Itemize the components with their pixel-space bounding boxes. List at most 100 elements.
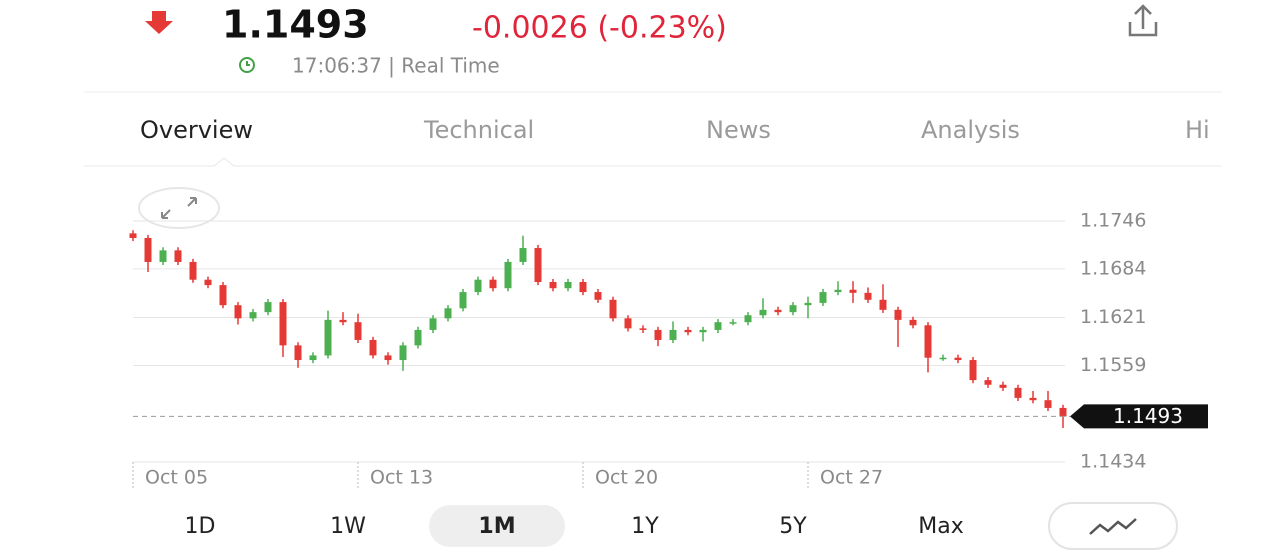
candle-body: [519, 248, 527, 262]
candle-body: [549, 282, 557, 289]
tab[interactable]: News: [706, 116, 771, 144]
timeframe-button[interactable]: Max: [918, 514, 963, 539]
y-tick-label: 1.1434: [1080, 451, 1146, 473]
candle-body: [474, 279, 482, 293]
tab[interactable]: Overview: [140, 116, 253, 144]
candle-body: [759, 309, 767, 316]
candle-body: [954, 357, 962, 361]
timeframe-button[interactable]: 5Y: [779, 514, 807, 539]
timeframe-button[interactable]: 1D: [185, 514, 216, 539]
chart: 1.1746 1.1684 1.1621 1.1559 1.1434 Oct 05 Oct …: [129, 210, 1208, 489]
candle-body: [714, 322, 722, 330]
candle-body: [654, 329, 662, 340]
candle-body: [174, 250, 182, 262]
candle-body: [924, 325, 932, 358]
candle-body: [219, 285, 227, 306]
y-tick-label: 1.1621: [1080, 306, 1146, 328]
candle-body: [159, 250, 167, 262]
candle-body: [609, 299, 617, 319]
timestamp: 17:06:37 | Real Time: [292, 54, 500, 78]
candle-body: [594, 292, 602, 300]
price: 1.1493: [222, 3, 369, 47]
candle-body: [339, 319, 347, 323]
candle-body: [414, 329, 422, 346]
candle-body: [834, 289, 842, 293]
expand-button[interactable]: [138, 187, 220, 229]
timeframe-button[interactable]: 1Y: [631, 514, 659, 539]
candle-body: [354, 322, 362, 340]
candle-body: [129, 233, 137, 238]
candle-body: [534, 248, 542, 283]
candle-body: [969, 360, 977, 381]
candle-body: [504, 261, 512, 289]
candle-body: [249, 312, 257, 319]
candle-body: [744, 315, 752, 323]
candle-body: [309, 355, 317, 361]
candle-body: [429, 318, 437, 330]
share-button[interactable]: [1128, 4, 1158, 37]
candle-body: [1014, 387, 1022, 398]
candle-body: [369, 339, 377, 356]
candle-body: [984, 380, 992, 385]
active-timeframe-bg: [429, 505, 565, 547]
candle-body: [789, 305, 797, 313]
candle-body: [264, 302, 272, 313]
candle-body: [579, 282, 587, 293]
candle-body: [1029, 397, 1037, 401]
tab[interactable]: Hi: [1185, 116, 1210, 144]
timeframe-button[interactable]: 1M: [478, 514, 515, 539]
candle-body: [909, 319, 917, 326]
chart-type-button[interactable]: [1048, 502, 1178, 550]
last-price-tag: [1070, 404, 1208, 429]
candle-body: [189, 261, 197, 280]
timeframe-button[interactable]: 1W: [330, 514, 366, 539]
last-price-label: 1.1493: [1113, 404, 1183, 428]
candle-body: [459, 292, 467, 309]
candle-body: [849, 289, 857, 293]
candle-body: [819, 292, 827, 303]
candle-body: [999, 384, 1007, 388]
down-arrow-icon: [145, 11, 173, 34]
timeframe-bar: 1D 1W 1M 1Y 5Y Max: [185, 505, 964, 547]
candle-body: [699, 329, 707, 333]
tab-underline: [84, 157, 1222, 167]
candle-body: [294, 345, 302, 361]
candle-body: [1059, 407, 1067, 417]
candle-body: [894, 309, 902, 320]
candle-body: [489, 279, 497, 289]
candle-body: [444, 308, 452, 319]
candle-body: [639, 328, 647, 330]
candle-body: [399, 345, 407, 361]
candle-body: [804, 302, 812, 306]
candle-body: [774, 309, 782, 313]
tabs: Overview Technical News Analysis Hi: [140, 116, 1210, 144]
candle-body: [144, 237, 152, 262]
y-tick-label: 1.1684: [1080, 257, 1146, 279]
x-tick-label: Oct 05: [145, 467, 208, 489]
candle-body: [384, 355, 392, 361]
candle-body: [879, 299, 887, 310]
candle-body: [669, 329, 677, 340]
candle-body: [1044, 400, 1052, 408]
tab[interactable]: Technical: [423, 116, 534, 144]
candle-body: [324, 319, 332, 356]
candle-body: [279, 302, 287, 346]
candle-body: [234, 305, 242, 319]
candle-body: [864, 292, 872, 300]
x-tick-label: Oct 27: [820, 467, 883, 489]
y-tick-label: 1.1746: [1080, 210, 1146, 232]
tab[interactable]: Analysis: [921, 116, 1020, 144]
price-change: -0.0026 (-0.23%): [472, 11, 727, 46]
clock-icon: [239, 57, 255, 73]
candle-body: [564, 282, 572, 289]
candle-body: [204, 279, 212, 286]
x-tick-label: Oct 20: [595, 467, 658, 489]
candle-body: [624, 318, 632, 329]
candle-body: [684, 329, 692, 333]
y-tick-label: 1.1559: [1080, 354, 1146, 376]
candle-body: [729, 322, 737, 324]
candle-body: [939, 357, 947, 360]
x-tick-label: Oct 13: [370, 467, 433, 489]
